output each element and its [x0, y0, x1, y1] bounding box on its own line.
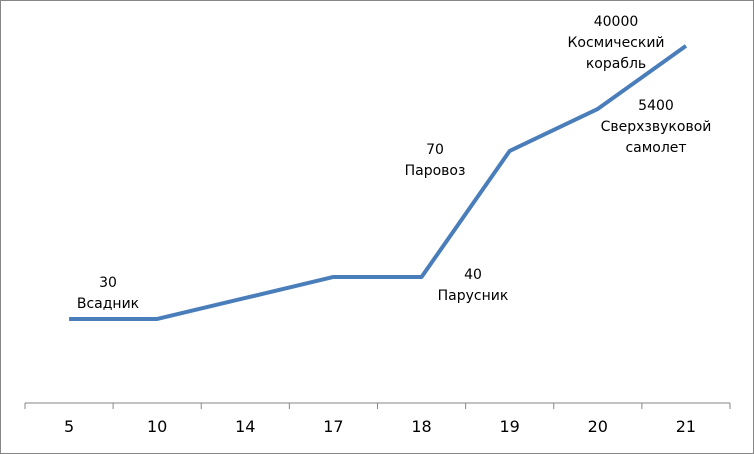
- annotation-spaceship: 40000 Космический корабль: [561, 12, 671, 75]
- annotation-label: Парусник: [437, 288, 509, 304]
- x-tick-label: 21: [676, 417, 696, 436]
- x-tick-label: 14: [235, 417, 255, 436]
- x-tick-label: 10: [147, 417, 167, 436]
- annotation-value: 40: [464, 267, 482, 283]
- annotation-value: 30: [99, 275, 117, 291]
- annotation-label: Паровоз: [404, 163, 466, 179]
- x-tick-label: 17: [323, 417, 343, 436]
- series-line: [69, 44, 688, 321]
- x-tick-label: 20: [588, 417, 608, 436]
- annotation-rider: 30 Всадник: [77, 273, 139, 315]
- annotation-label: Всадник: [76, 296, 140, 312]
- annotation-locomotive: 70 Паровоз: [405, 140, 466, 182]
- annotation-label: Сверхзвуковой самолет: [600, 119, 712, 156]
- annotation-supersonic: 5400 Сверхзвуковой самолет: [596, 96, 716, 159]
- x-tick-label: 19: [500, 417, 520, 436]
- annotation-label: Космический корабль: [567, 35, 665, 72]
- annotation-value: 70: [426, 142, 444, 158]
- annotation-value: 5400: [638, 98, 674, 114]
- x-tick-label: 5: [64, 417, 74, 436]
- x-tick-label: 18: [411, 417, 431, 436]
- annotation-sailboat: 40 Парусник: [438, 265, 509, 307]
- annotation-value: 40000: [593, 14, 639, 30]
